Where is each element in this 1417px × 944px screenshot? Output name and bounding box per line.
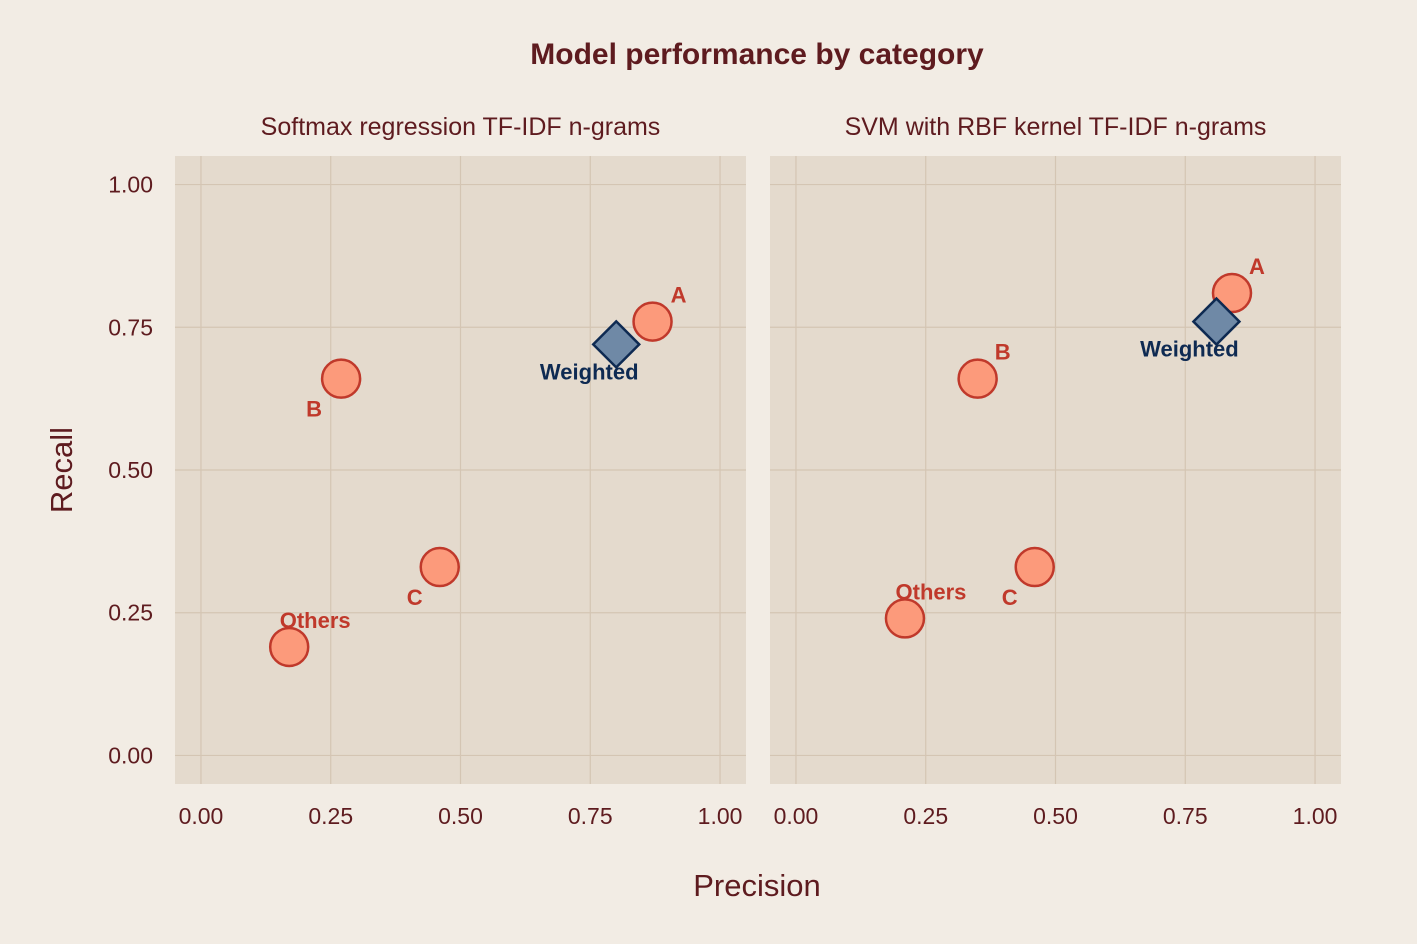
- point-label: B: [995, 340, 1011, 365]
- facet-panel-2: SVM with RBF kernel TF-IDF n-grams 0.00 0.…: [770, 113, 1341, 829]
- x-tick-label: 1.00: [698, 803, 743, 829]
- x-tick-label: 0.75: [568, 803, 613, 829]
- weighted-point-marker: [1191, 296, 1242, 347]
- point-label: Others: [280, 608, 351, 633]
- facet-panel-1: Softmax regression TF-IDF n-grams 0.00 0.2…: [108, 113, 746, 829]
- point-label: C: [407, 585, 423, 610]
- category-point-marker: [320, 358, 362, 399]
- x-tick-label: 0.75: [1163, 803, 1208, 829]
- x-tick-label: 0.00: [179, 803, 224, 829]
- x-tick-label: 1.00: [1293, 803, 1338, 829]
- point-label: Weighted: [540, 359, 639, 384]
- facets-layer: Softmax regression TF-IDF n-grams 0.00 0.2…: [108, 113, 1341, 829]
- y-tick-label: 0.75: [108, 314, 153, 340]
- chart-title: Model performance by category: [530, 38, 984, 71]
- category-point-marker: [632, 301, 673, 342]
- point-label: A: [671, 283, 687, 308]
- x-axis-title: Precision: [693, 868, 821, 903]
- category-point-marker: [1211, 272, 1253, 314]
- point-label: Others: [896, 579, 967, 604]
- y-tick-label: 0.50: [108, 457, 153, 483]
- x-tick-label: 0.50: [438, 803, 483, 829]
- weighted-point-marker: [591, 319, 641, 370]
- x-tick-label: 0.00: [774, 803, 819, 829]
- x-tick-label: 0.25: [903, 803, 948, 829]
- category-point-marker: [1014, 546, 1055, 588]
- category-point-marker: [268, 626, 310, 668]
- y-tick-label: 0.25: [108, 600, 153, 626]
- point-label: B: [306, 397, 322, 422]
- y-tick-label: 0.00: [108, 742, 153, 768]
- x-tick-label: 0.25: [308, 803, 353, 829]
- category-point-marker: [419, 546, 460, 588]
- y-tick-label: 1.00: [108, 172, 153, 198]
- category-point-marker: [884, 598, 926, 639]
- x-tick-label: 0.50: [1033, 803, 1078, 829]
- facet-title: Softmax regression TF-IDF n-grams: [261, 113, 661, 141]
- facet-title: SVM with RBF kernel TF-IDF n-grams: [845, 113, 1267, 141]
- point-label: Weighted: [1140, 337, 1239, 362]
- y-axis-title: Recall: [44, 427, 79, 513]
- category-point-marker: [957, 358, 998, 399]
- point-label: A: [1249, 254, 1265, 279]
- point-label: C: [1002, 585, 1018, 610]
